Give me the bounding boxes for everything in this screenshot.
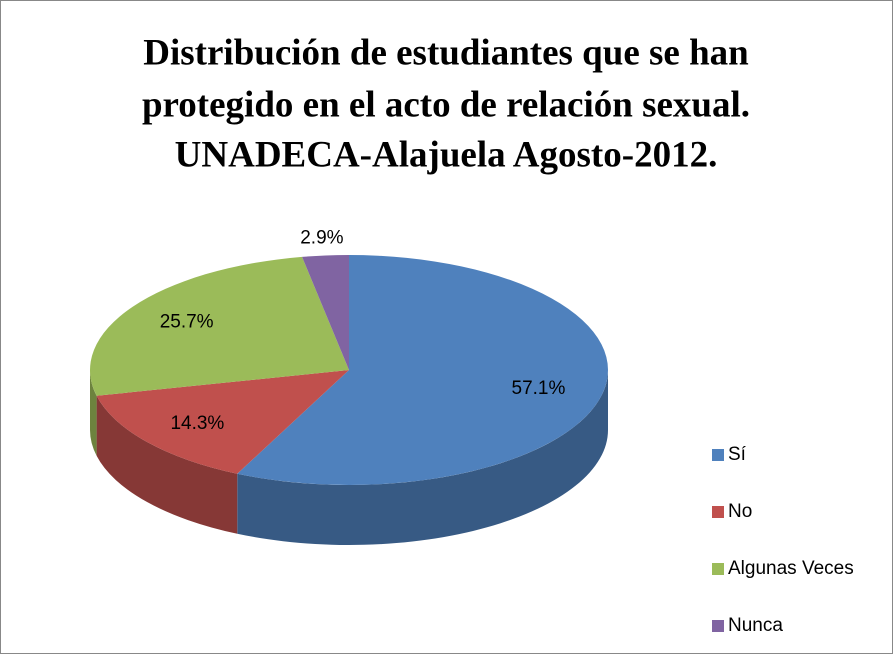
data-label: 25.7%: [160, 312, 214, 333]
legend-swatch: [712, 620, 724, 632]
chart-title: UNADECA-Alajuela Agosto-2012.: [175, 134, 718, 175]
legend-label: Sí: [728, 444, 747, 465]
slice: [96, 370, 350, 474]
legend-swatch: [712, 563, 724, 575]
legend-label: Nunca: [728, 615, 783, 636]
data-label: 2.9%: [300, 227, 343, 248]
legend-label: No: [728, 501, 752, 522]
slice-side: [96, 395, 238, 534]
legend-swatch: [712, 506, 724, 518]
chart-title: protegido en el acto de relación sexual.: [142, 84, 750, 125]
slice-side: [237, 370, 609, 545]
data-label: 57.1%: [512, 378, 566, 399]
slice: [237, 255, 609, 486]
slice-side: [90, 370, 97, 456]
data-label: 14.3%: [170, 413, 224, 434]
slice: [302, 255, 349, 370]
legend-label: Algunas Veces: [728, 558, 854, 579]
chart-title: Distribución de estudiantes que se han: [143, 32, 749, 73]
slice: [90, 256, 349, 396]
legend-swatch: [712, 449, 724, 461]
